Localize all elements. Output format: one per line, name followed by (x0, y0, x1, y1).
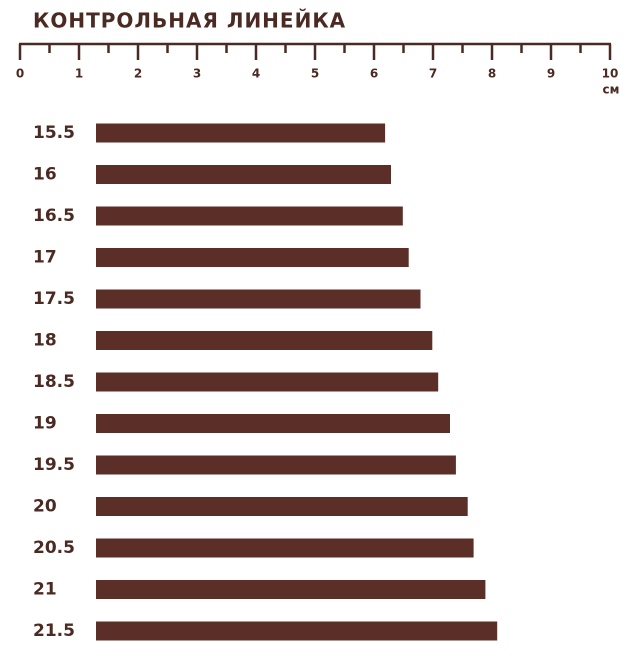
x-tick-label: 8 (488, 67, 496, 81)
bar (96, 165, 391, 184)
bar (96, 123, 386, 143)
bar (96, 414, 450, 433)
bar (96, 372, 439, 392)
chart-title: КОНТРОЛЬНАЯ ЛИНЕЙКА (33, 9, 346, 33)
x-tick-label: 2 (134, 67, 142, 81)
category-label: 18 (33, 331, 57, 351)
bar (96, 497, 468, 516)
category-label: 16 (33, 165, 57, 185)
bar (96, 580, 486, 599)
category-label: 20 (33, 497, 57, 517)
x-tick-label: 0 (16, 67, 24, 81)
x-tick-label: 5 (311, 67, 319, 81)
bar (96, 538, 474, 558)
category-label: 15.5 (33, 123, 75, 143)
category-label: 17 (33, 248, 57, 268)
x-tick-label: 4 (252, 67, 260, 81)
bar (96, 455, 456, 475)
x-tick-label: 7 (429, 67, 437, 81)
x-tick-label: 1 (75, 67, 83, 81)
category-label: 21 (33, 580, 57, 600)
x-tick-label: 10 (602, 67, 619, 81)
bar (96, 621, 498, 641)
category-label: 17.5 (33, 289, 75, 309)
bar (96, 248, 409, 267)
unit-label: см (603, 83, 620, 97)
x-tick-label: 6 (370, 67, 378, 81)
category-label: 21.5 (33, 621, 75, 641)
x-tick-label: 9 (547, 67, 555, 81)
bar (96, 206, 403, 226)
category-label: 20.5 (33, 538, 75, 558)
bar (96, 289, 421, 309)
category-label: 18.5 (33, 372, 75, 392)
category-label: 16.5 (33, 206, 75, 226)
x-tick-label: 3 (193, 67, 201, 81)
bar (96, 331, 433, 350)
category-label: 19.5 (33, 455, 75, 475)
category-label: 19 (33, 414, 57, 434)
